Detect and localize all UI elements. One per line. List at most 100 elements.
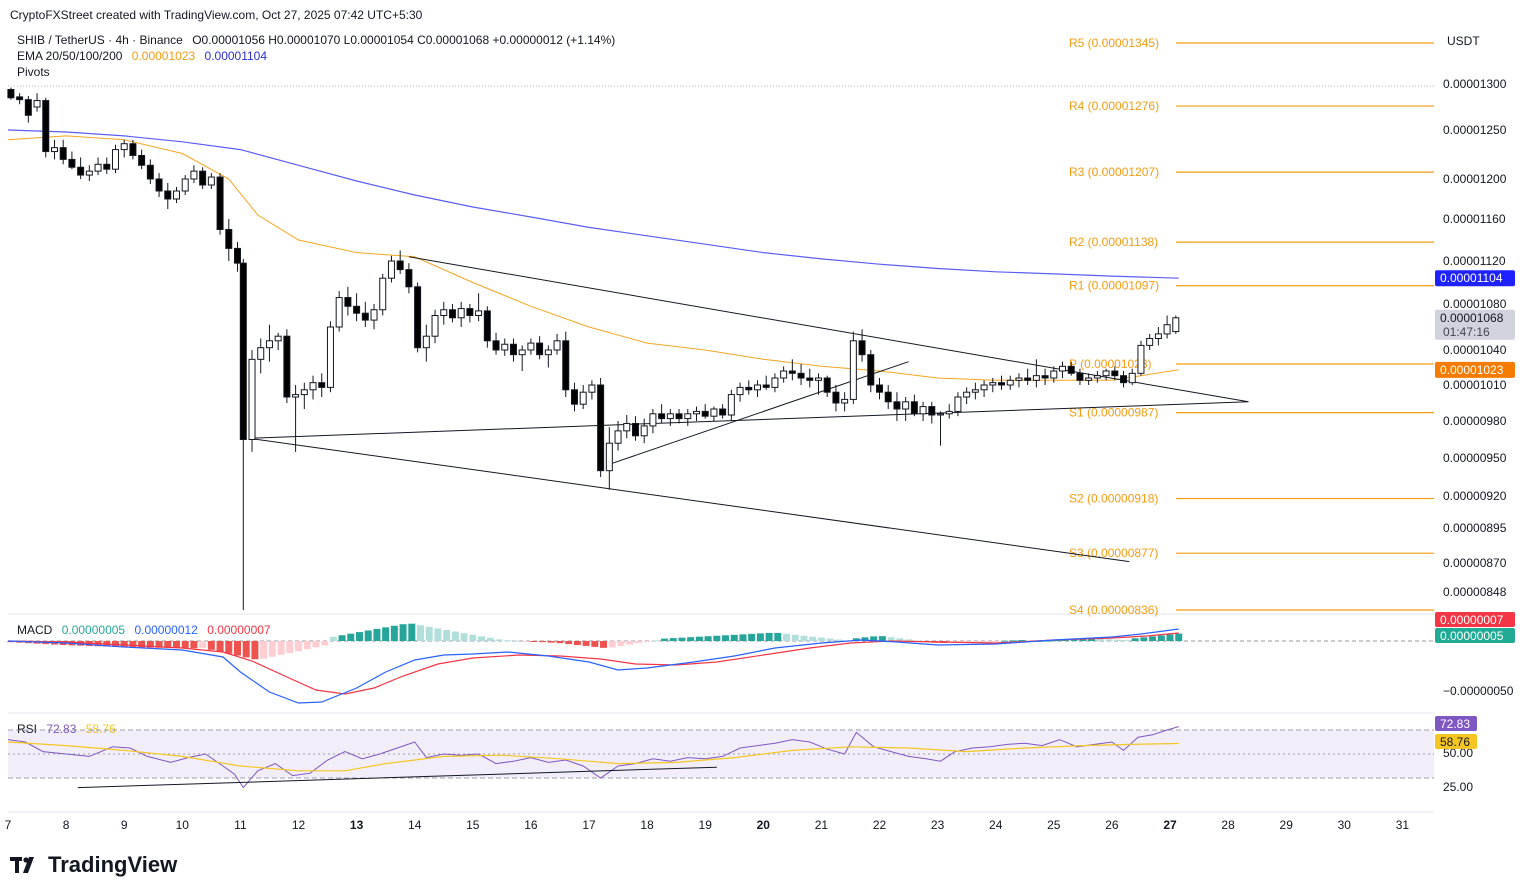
candle-body[interactable] — [233, 247, 241, 264]
candle-body[interactable] — [623, 422, 631, 432]
candle-body[interactable] — [387, 260, 395, 279]
candle-body[interactable] — [77, 166, 85, 176]
candle-body[interactable] — [103, 163, 111, 170]
candle-body[interactable] — [68, 158, 76, 168]
candle-body[interactable] — [806, 377, 814, 381]
candle-body[interactable] — [431, 315, 439, 337]
candle-body[interactable] — [7, 89, 15, 99]
candle-body[interactable] — [788, 370, 796, 374]
candle-body[interactable] — [937, 413, 945, 416]
candle-body[interactable] — [422, 335, 430, 349]
pivots-legend[interactable]: Pivots — [17, 65, 56, 79]
candle-body[interactable] — [1128, 372, 1136, 384]
candle-body[interactable] — [120, 143, 128, 151]
candle-body[interactable] — [945, 410, 953, 415]
candle-body[interactable] — [710, 408, 718, 417]
candle-body[interactable] — [283, 335, 291, 398]
candle-body[interactable] — [265, 340, 273, 349]
candle-body[interactable] — [138, 154, 146, 166]
candle-body[interactable] — [146, 164, 154, 180]
candle-body[interactable] — [1050, 370, 1058, 379]
candle-body[interactable] — [762, 384, 770, 388]
candle-body[interactable] — [309, 382, 317, 391]
rsi-trendline[interactable] — [77, 766, 717, 789]
candle-body[interactable] — [248, 358, 256, 441]
candle-body[interactable] — [745, 386, 753, 391]
candle-body[interactable] — [1085, 377, 1093, 381]
candle-body[interactable] — [361, 312, 369, 321]
candle-body[interactable] — [16, 96, 24, 101]
candle-body[interactable] — [736, 386, 744, 396]
candle-body[interactable] — [164, 190, 172, 200]
candle-body[interactable] — [1102, 370, 1110, 377]
candle-body[interactable] — [225, 229, 233, 249]
candle-body[interactable] — [370, 309, 378, 321]
candle-body[interactable] — [919, 406, 927, 415]
candle-body[interactable] — [216, 176, 224, 230]
candle-body[interactable] — [1006, 379, 1014, 386]
candle-body[interactable] — [780, 370, 788, 379]
candle-body[interactable] — [33, 100, 41, 108]
candle-body[interactable] — [129, 143, 137, 156]
candle-body[interactable] — [893, 401, 901, 410]
candle-body[interactable] — [884, 391, 892, 403]
candle-body[interactable] — [692, 410, 700, 415]
ema-legend[interactable]: EMA 20/50/100/200 0.00001023 0.00001104 — [17, 49, 273, 63]
candle-body[interactable] — [274, 335, 282, 342]
candle-body[interactable] — [605, 442, 613, 472]
candle-body[interactable] — [457, 308, 465, 319]
candle-body[interactable] — [998, 382, 1006, 386]
candle-body[interactable] — [405, 269, 413, 288]
candle-body[interactable] — [207, 176, 215, 186]
candle-body[interactable] — [928, 406, 936, 416]
candle-body[interactable] — [1111, 370, 1119, 377]
candle-body[interactable] — [85, 170, 93, 176]
candle-body[interactable] — [1015, 377, 1023, 381]
candle-body[interactable] — [1059, 365, 1067, 372]
candle-body[interactable] — [466, 308, 474, 317]
candle-body[interactable] — [684, 413, 692, 420]
candle-body[interactable] — [902, 401, 910, 410]
candle-body[interactable] — [536, 342, 544, 356]
candle-body[interactable] — [910, 401, 918, 415]
candle-body[interactable] — [181, 178, 189, 192]
rsi-legend[interactable]: RSI 72.83 58.76 — [17, 722, 122, 736]
candle-body[interactable] — [1172, 317, 1180, 333]
candle-body[interactable] — [876, 384, 883, 393]
candle-body[interactable] — [631, 422, 639, 437]
candle-body[interactable] — [94, 163, 102, 172]
candle-body[interactable] — [814, 377, 822, 381]
candle-body[interactable] — [727, 394, 735, 416]
candle-body[interactable] — [614, 430, 622, 444]
candle-body[interactable] — [579, 391, 587, 405]
candle-body[interactable] — [553, 340, 561, 351]
candle-body[interactable] — [797, 372, 805, 379]
candle-body[interactable] — [753, 384, 761, 391]
candle-body[interactable] — [326, 326, 334, 388]
trendline[interactable] — [408, 256, 1249, 403]
candle-body[interactable] — [42, 100, 50, 153]
candle-body[interactable] — [1120, 375, 1128, 384]
candle-body[interactable] — [300, 389, 308, 396]
candle-body[interactable] — [440, 309, 448, 316]
candle-body[interactable] — [640, 425, 648, 437]
trendline[interactable] — [249, 437, 1130, 563]
candle-body[interactable] — [111, 149, 119, 170]
candle-body[interactable] — [858, 340, 866, 356]
candle-body[interactable] — [971, 389, 979, 393]
candle-body[interactable] — [492, 340, 500, 351]
candle-body[interactable] — [1137, 344, 1145, 374]
candle-body[interactable] — [190, 170, 198, 180]
candle-body[interactable] — [954, 396, 962, 412]
candle-body[interactable] — [649, 413, 657, 427]
candle-body[interactable] — [59, 147, 67, 160]
candle-body[interactable] — [849, 340, 857, 400]
candle-body[interactable] — [1093, 375, 1101, 379]
trendline[interactable] — [249, 401, 1249, 439]
macd-legend[interactable]: MACD 0.00000005 0.00000012 0.00000007 — [17, 623, 277, 637]
symbol-title[interactable]: SHIB / TetherUS · 4h · Binance — [17, 33, 183, 47]
candle-body[interactable] — [562, 340, 570, 391]
candle-body[interactable] — [379, 277, 387, 311]
candle-body[interactable] — [989, 382, 997, 386]
